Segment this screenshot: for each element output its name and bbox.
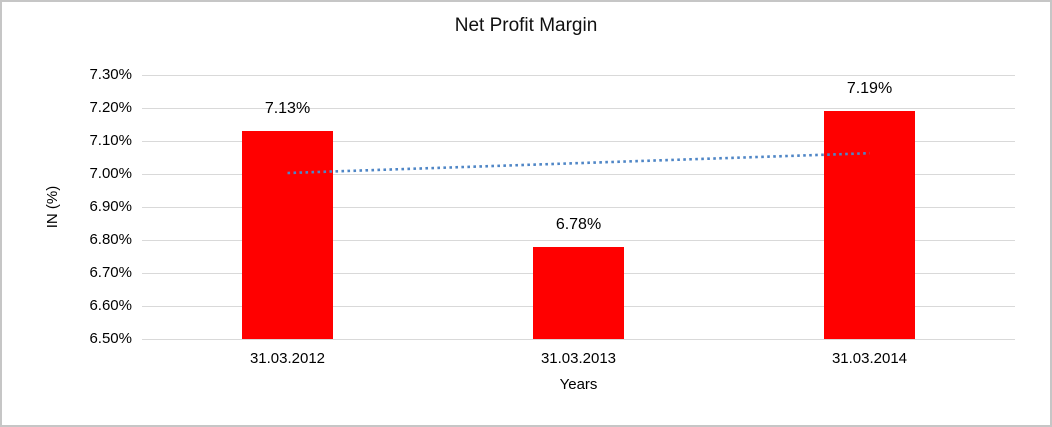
y-axis-tick-label: 7.10% [89,132,132,149]
bar-data-label: 7.13% [264,100,311,118]
bar-data-label: 7.19% [846,80,893,98]
bar-31.03.2014 [824,111,915,339]
y-axis-tick-label: 6.70% [89,264,132,281]
x-axis-tick-label: 31.03.2013 [540,350,617,367]
x-axis-tick-label: 31.03.2012 [249,350,326,367]
gridline [142,239,1015,241]
y-axis-tick-label: 6.80% [89,231,132,248]
gridline [142,338,1015,340]
x-axis-title: Years [559,376,598,393]
y-axis-tick-label: 6.60% [89,297,132,314]
gridline [142,173,1015,175]
gridline [142,206,1015,208]
gridline [142,140,1015,142]
plot-area [142,74,1015,340]
bar-31.03.2013 [533,246,624,339]
gridline [142,107,1015,109]
y-axis-tick-label: 6.50% [89,330,132,347]
x-axis-tick-label: 31.03.2014 [831,350,908,367]
y-axis-tick-label: 7.20% [89,99,132,116]
trendline [287,151,870,175]
y-axis-tick-label: 7.00% [89,165,132,182]
y-axis-tick-label: 6.90% [89,198,132,215]
gridline [142,74,1015,76]
y-axis-tick-label: 7.30% [89,66,132,83]
bar-data-label: 6.78% [555,215,602,233]
chart-title: Net Profit Margin [454,15,598,36]
bar-31.03.2012 [242,131,333,339]
